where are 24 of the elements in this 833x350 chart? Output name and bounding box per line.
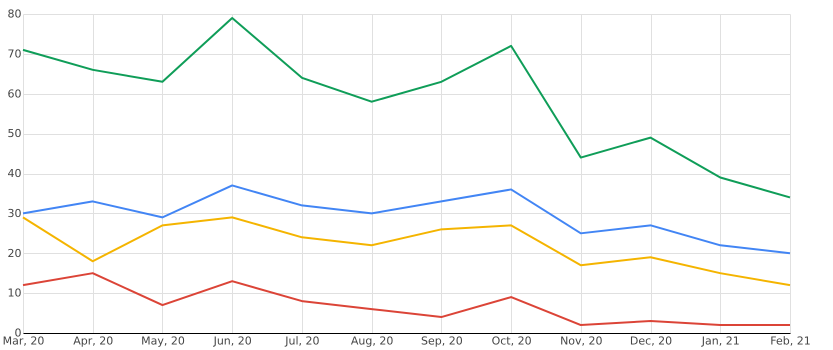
y-tick-label: 0 [14,326,22,340]
x-tick-label: Jan, 21 [700,334,740,348]
x-tick-label: Aug, 20 [350,334,394,348]
y-tick-label: 40 [8,167,22,180]
x-tick-label: Sep, 20 [420,334,463,348]
x-tick-label: Jun, 20 [212,334,252,348]
line-series [22,272,791,326]
line-series [22,216,791,286]
y-tick-label: 10 [8,286,22,300]
y-tick-label: 70 [8,47,22,60]
y-tick-label: 60 [8,87,22,100]
x-tick-label: Oct, 20 [492,334,532,348]
y-tick-label: 20 [8,246,22,260]
x-tick-label: Nov, 20 [560,334,603,348]
y-tick-label: 30 [8,206,22,220]
y-tick-label: 80 [8,8,22,20]
x-tick-label: Jul, 20 [284,334,320,348]
line-series [22,16,791,198]
line-series [22,184,791,254]
x-tick-label: Feb, 21 [770,334,811,348]
x-tick-label: May, 20 [141,334,185,348]
x-tick-label: Apr, 20 [73,334,114,348]
y-tick-label: 50 [8,127,22,140]
x-tick-label: Dec, 20 [630,334,672,348]
